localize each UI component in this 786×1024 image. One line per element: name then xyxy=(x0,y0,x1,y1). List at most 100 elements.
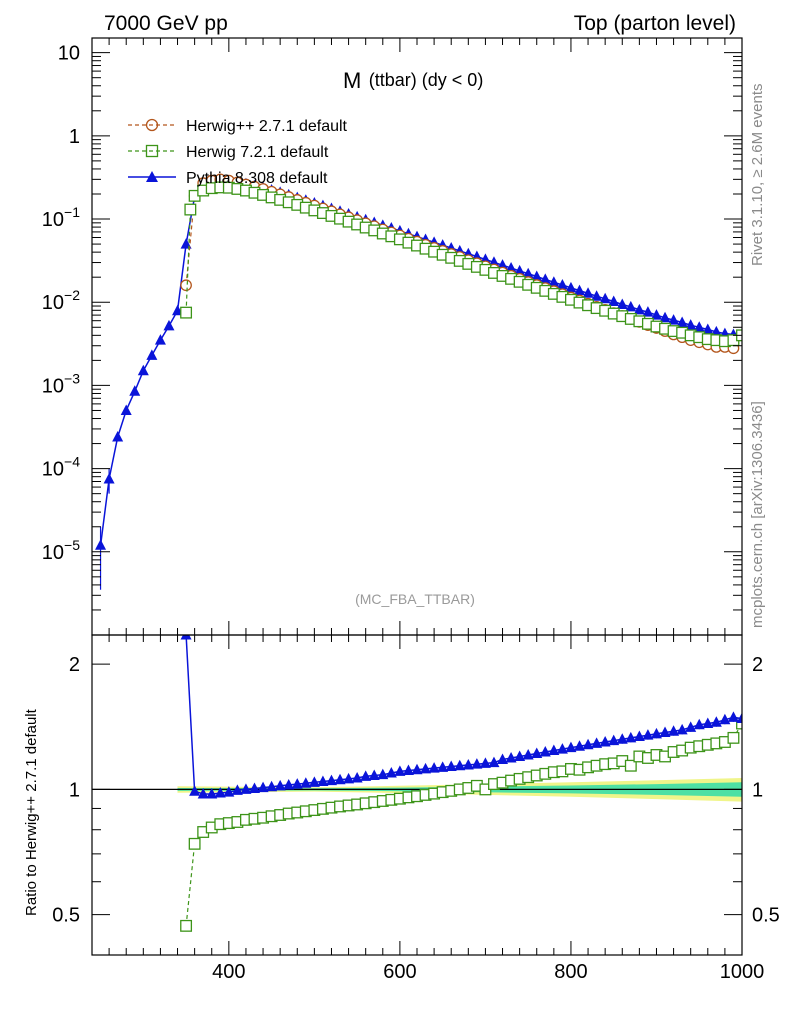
data-point xyxy=(257,781,269,793)
data-point xyxy=(180,919,193,932)
ratio-y-tick-label-left: 2 xyxy=(69,654,80,676)
data-point xyxy=(693,321,705,332)
data-point xyxy=(727,711,739,722)
analysis-label: (MC_FBA_TTBAR) xyxy=(355,591,475,607)
data-point xyxy=(402,764,414,776)
data-point xyxy=(608,295,620,307)
legend-marker-herwig7 xyxy=(145,144,159,158)
main-panel xyxy=(95,173,742,590)
data-point xyxy=(266,780,278,792)
data-point xyxy=(514,264,526,276)
legend-label-pythia: Pythia 8.308 default xyxy=(186,170,328,187)
x-tick-label: 1000 xyxy=(720,961,765,983)
ratio-series-herwig7 xyxy=(180,717,742,932)
data-point xyxy=(539,273,551,284)
data-point xyxy=(676,723,688,735)
series-line xyxy=(99,179,742,546)
data-point xyxy=(591,290,603,301)
y-tick-label: 10−4 xyxy=(42,454,80,481)
data-point xyxy=(154,334,166,345)
data-point xyxy=(505,261,517,273)
data-point xyxy=(650,727,662,739)
data-point xyxy=(360,770,372,781)
data-point xyxy=(642,306,654,317)
data-point xyxy=(522,267,534,279)
header-right: Top (parton level) xyxy=(574,12,736,35)
data-point xyxy=(420,762,432,774)
legend-marker-herwigpp xyxy=(145,118,159,132)
data-point xyxy=(556,743,568,754)
data-point xyxy=(223,786,235,797)
header-left: 7000 GeV pp xyxy=(104,12,228,35)
data-point xyxy=(633,730,645,742)
data-point xyxy=(206,787,218,799)
data-point xyxy=(471,758,483,769)
ratio-panel xyxy=(92,635,742,932)
data-point xyxy=(625,731,637,743)
data-point xyxy=(214,787,226,798)
data-point xyxy=(180,635,192,640)
x-tick-label: 800 xyxy=(554,961,587,983)
data-point xyxy=(184,203,197,216)
data-point xyxy=(112,430,124,442)
data-point xyxy=(462,758,474,770)
data-point xyxy=(120,404,132,415)
data-point xyxy=(565,741,577,753)
data-point xyxy=(531,747,543,758)
data-point xyxy=(385,767,397,778)
data-point xyxy=(599,735,611,747)
data-point xyxy=(574,284,585,296)
ratio-y-tick-label-left: 0.5 xyxy=(52,905,80,927)
data-point xyxy=(556,279,568,290)
data-point xyxy=(625,300,637,312)
data-point xyxy=(522,748,534,760)
data-point xyxy=(283,778,295,790)
data-point xyxy=(351,772,363,783)
ratio-y-tick-label-right: 1 xyxy=(752,779,763,801)
data-point xyxy=(736,712,742,724)
ratio-y-tick-label-left: 1 xyxy=(69,779,80,801)
legend: Herwig++ 2.7.1 default Herwig 7.2.1 defa… xyxy=(128,118,348,187)
data-point xyxy=(445,760,457,772)
data-point xyxy=(334,773,346,785)
data-point xyxy=(377,768,389,780)
data-point xyxy=(325,774,337,786)
data-point xyxy=(642,729,654,740)
data-point xyxy=(736,717,742,730)
mcplots-label: mcplots.cern.ch [arXiv:1306.3436] xyxy=(749,401,766,628)
data-point xyxy=(574,740,585,751)
data-point xyxy=(565,281,577,293)
data-point xyxy=(428,762,440,773)
y-tick-label: 10−2 xyxy=(42,287,80,314)
data-point xyxy=(188,837,201,850)
data-point xyxy=(163,319,175,331)
data-point xyxy=(531,270,543,281)
data-point xyxy=(146,349,158,360)
y-tick-label: 10−5 xyxy=(42,537,80,564)
x-axis-ticks: 400 600 800 1000 xyxy=(108,38,765,983)
data-point xyxy=(240,783,252,794)
legend-item-herwigpp: Herwig++ 2.7.1 default xyxy=(128,118,348,135)
data-point xyxy=(189,785,201,796)
legend-label-herwig7: Herwig 7.2.1 default xyxy=(186,144,329,161)
data-point xyxy=(249,782,260,794)
data-point xyxy=(616,298,628,309)
plot-title-main: M xyxy=(343,68,361,93)
data-point xyxy=(291,778,303,789)
data-point xyxy=(668,314,680,325)
data-point xyxy=(343,772,355,784)
legend-label-herwigpp: Herwig++ 2.7.1 default xyxy=(186,118,348,135)
data-point xyxy=(693,718,705,730)
data-point xyxy=(437,761,449,772)
data-point xyxy=(702,717,714,729)
data-point xyxy=(317,775,329,786)
data-point xyxy=(616,733,628,744)
data-point xyxy=(719,713,731,725)
series-pythia xyxy=(95,174,742,550)
data-point xyxy=(599,292,611,304)
data-point xyxy=(411,763,423,775)
ratio-y-tick-label-right: 2 xyxy=(752,654,763,676)
ratio-y-ticks: 2 2 1 1 0.5 0.5 xyxy=(52,654,780,956)
data-point xyxy=(659,726,671,738)
data-point xyxy=(180,279,192,292)
